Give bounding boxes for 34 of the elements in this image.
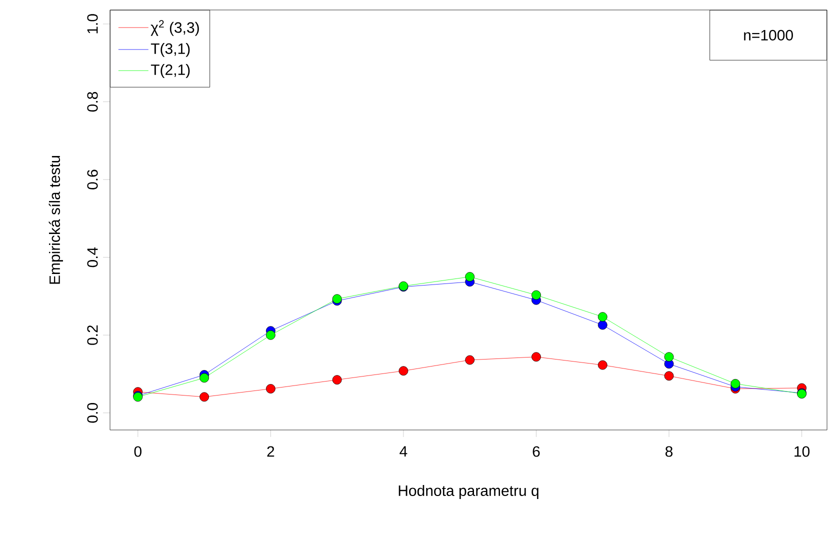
- point: [266, 384, 276, 394]
- point: [598, 360, 608, 370]
- x-axis-title: Hodnota parametru q: [398, 484, 538, 499]
- y-tick-label: 0.0: [87, 403, 98, 423]
- point: [266, 330, 276, 340]
- x-tick-label: 8: [665, 446, 673, 457]
- point: [465, 272, 475, 282]
- x-tick-label: 0: [134, 446, 142, 457]
- point: [200, 392, 209, 402]
- x-tick-label: 6: [532, 446, 540, 457]
- point: [332, 375, 342, 385]
- point: [532, 290, 541, 300]
- y-tick-label: 0.2: [87, 325, 98, 345]
- point: [598, 312, 608, 322]
- point: [664, 371, 674, 381]
- y-tick-label: 0.8: [87, 92, 98, 112]
- point: [532, 352, 541, 362]
- point: [465, 355, 475, 365]
- y-tick-label: 0.6: [87, 170, 98, 190]
- x-tick-label: 2: [267, 446, 274, 457]
- y-tick-label: 1.0: [87, 14, 98, 34]
- legend-label: χ$^{2}$ (3,3): [150, 20, 199, 36]
- point: [598, 320, 608, 330]
- point: [664, 352, 674, 362]
- annotation: n=1000: [744, 30, 793, 40]
- x-tick-label: 10: [794, 446, 810, 457]
- legend-label: T(3,1): [150, 42, 190, 57]
- x-tick-label: 4: [400, 446, 408, 457]
- y-tick-label: 0.4: [87, 247, 98, 268]
- legend-label: T(2,1): [150, 64, 190, 78]
- y-axis-title: Empirická síla testu: [48, 156, 63, 284]
- point: [730, 379, 740, 388]
- point: [398, 366, 408, 376]
- point: [200, 373, 209, 383]
